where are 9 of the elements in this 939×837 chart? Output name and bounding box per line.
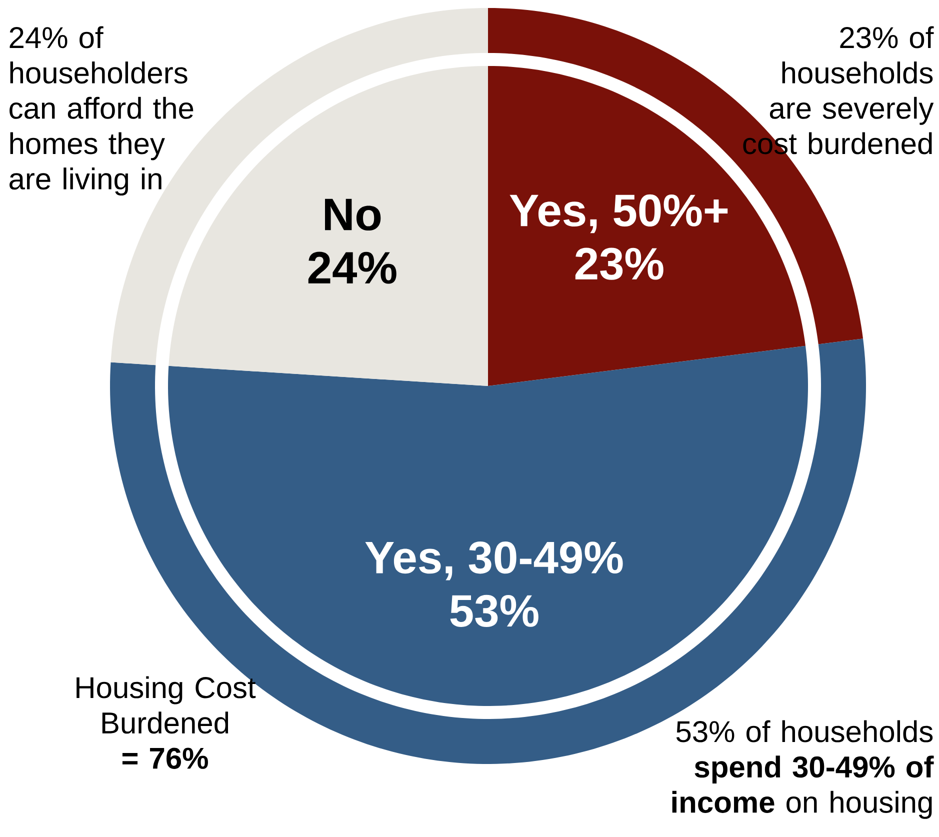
slice-label: Yes, 50%+ [510, 194, 728, 234]
text: 53% of households spend 30-49% of income on housing [672, 720, 934, 819]
data-label: 23% [575, 248, 664, 280]
slice-label: No [325, 198, 381, 231]
data-label: 53% [450, 594, 538, 628]
text: Housing Cost Burdened = 76% [76, 676, 256, 769]
text: 24% of householders can afford the homes they are living in [10, 26, 194, 196]
data-label: 24% [308, 252, 396, 284]
slice-label: Yes, 30-49% [365, 542, 623, 580]
